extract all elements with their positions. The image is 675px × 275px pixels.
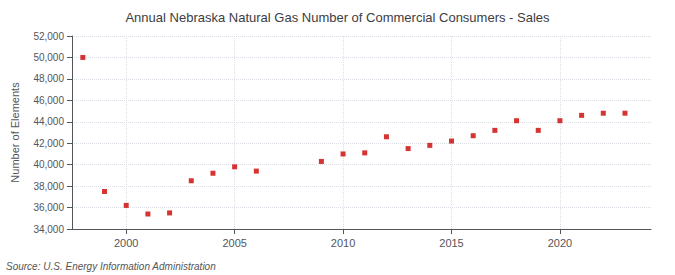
svg-text:2010: 2010 bbox=[331, 237, 355, 249]
svg-text:Source: U.S. Energy Informatio: Source: U.S. Energy Information Administ… bbox=[6, 261, 216, 272]
svg-text:52,000: 52,000 bbox=[33, 31, 64, 42]
svg-text:2015: 2015 bbox=[439, 237, 463, 249]
svg-text:38,000: 38,000 bbox=[33, 181, 64, 192]
svg-text:48,000: 48,000 bbox=[33, 73, 64, 84]
svg-text:36,000: 36,000 bbox=[33, 202, 64, 213]
svg-text:2020: 2020 bbox=[548, 237, 572, 249]
svg-text:34,000: 34,000 bbox=[33, 224, 64, 235]
svg-text:2000: 2000 bbox=[114, 237, 138, 249]
svg-text:50,000: 50,000 bbox=[33, 52, 64, 63]
svg-text:44,000: 44,000 bbox=[33, 116, 64, 127]
svg-text:Number of Elements: Number of Elements bbox=[9, 82, 21, 183]
svg-text:40,000: 40,000 bbox=[33, 159, 64, 170]
svg-text:46,000: 46,000 bbox=[33, 95, 64, 106]
svg-text:Annual Nebraska Natural Gas Nu: Annual Nebraska Natural Gas Number of Co… bbox=[125, 10, 550, 25]
svg-text:2005: 2005 bbox=[222, 237, 246, 249]
svg-text:42,000: 42,000 bbox=[33, 138, 64, 149]
